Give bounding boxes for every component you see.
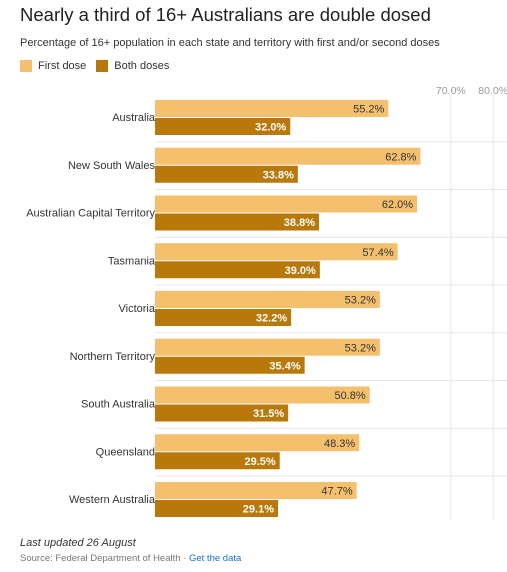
data-label-first-dose: 53.2% — [345, 295, 376, 307]
data-label-both-doses: 31.5% — [253, 408, 284, 420]
legend-item-both-doses: Both doses — [96, 60, 169, 72]
data-label-both-doses: 29.1% — [243, 504, 274, 516]
bar-both-doses — [155, 404, 289, 422]
bar-first-dose — [155, 243, 398, 261]
last-updated: Last updated 26 August — [20, 537, 136, 549]
category-label: New South Wales — [68, 160, 156, 172]
bar-both-doses — [155, 452, 280, 470]
bar-both-doses — [155, 500, 279, 517]
bar-first-dose — [155, 195, 418, 213]
data-label-both-doses: 39.0% — [285, 265, 316, 277]
data-label-first-dose: 62.0% — [382, 199, 413, 211]
data-label-both-doses: 33.8% — [263, 169, 294, 181]
legend-swatch-both-doses — [96, 60, 109, 72]
bar-both-doses — [155, 118, 291, 135]
category-label: Queensland — [96, 446, 155, 458]
chart-subtitle: Percentage of 16+ population in each sta… — [20, 37, 440, 49]
legend-swatch-first-dose — [20, 60, 32, 72]
data-label-first-dose: 48.3% — [324, 438, 355, 450]
bar-both-doses — [155, 309, 292, 326]
bar-both-doses — [155, 261, 320, 279]
category-label: Northern Territory — [70, 351, 156, 363]
bar-both-doses — [155, 356, 305, 374]
data-label-first-dose: 53.2% — [345, 342, 376, 354]
bar-both-doses — [155, 165, 298, 183]
x-tick-label: 70.0% — [436, 85, 466, 97]
source-line: Source: Federal Department of Health · G… — [20, 553, 241, 564]
bar-first-dose — [155, 147, 421, 165]
bar-both-doses — [155, 213, 320, 231]
data-label-first-dose: 50.8% — [335, 390, 366, 402]
bar-first-dose — [155, 291, 380, 308]
data-label-both-doses: 32.2% — [256, 313, 287, 325]
bar-first-dose — [155, 386, 370, 404]
data-label-first-dose: 47.7% — [321, 486, 352, 498]
data-label-first-dose: 55.2% — [353, 104, 384, 116]
category-label: Tasmania — [108, 255, 156, 267]
bar-first-dose — [155, 100, 389, 117]
data-label-both-doses: 35.4% — [269, 360, 300, 372]
category-label: Western Australia — [69, 494, 156, 506]
bar-chart: 70.0% 80.0% Australia 55.2% 32.0% New South W… — [26, 85, 507, 520]
source-separator: · — [180, 553, 189, 564]
x-tick-label: 80.0% — [478, 85, 507, 97]
chart-title: Nearly a third of 16+ Australians are do… — [20, 4, 431, 25]
get-the-data-link[interactable]: Get the data — [188, 553, 242, 564]
legend-label-first-dose: First dose — [38, 60, 87, 72]
data-label-both-doses: 29.5% — [244, 456, 275, 468]
category-label: Australia — [112, 112, 156, 124]
source-text: Source: Federal Department of Health — [20, 553, 181, 564]
bar-first-dose — [155, 338, 380, 356]
data-label-first-dose: 57.4% — [362, 247, 393, 259]
bar-first-dose — [155, 434, 360, 452]
data-label-first-dose: 62.8% — [385, 151, 416, 163]
chart-legend: First dose Both doses — [20, 60, 179, 72]
legend-item-first-dose: First dose — [20, 60, 86, 72]
legend-label-both-doses: Both doses — [114, 60, 170, 72]
category-label: Australian Capital Territory — [26, 208, 155, 220]
bar-first-dose — [155, 482, 357, 499]
category-label: Victoria — [119, 303, 156, 315]
data-label-both-doses: 32.0% — [255, 122, 286, 134]
category-label: South Australia — [81, 399, 156, 411]
data-label-both-doses: 38.8% — [284, 217, 315, 229]
